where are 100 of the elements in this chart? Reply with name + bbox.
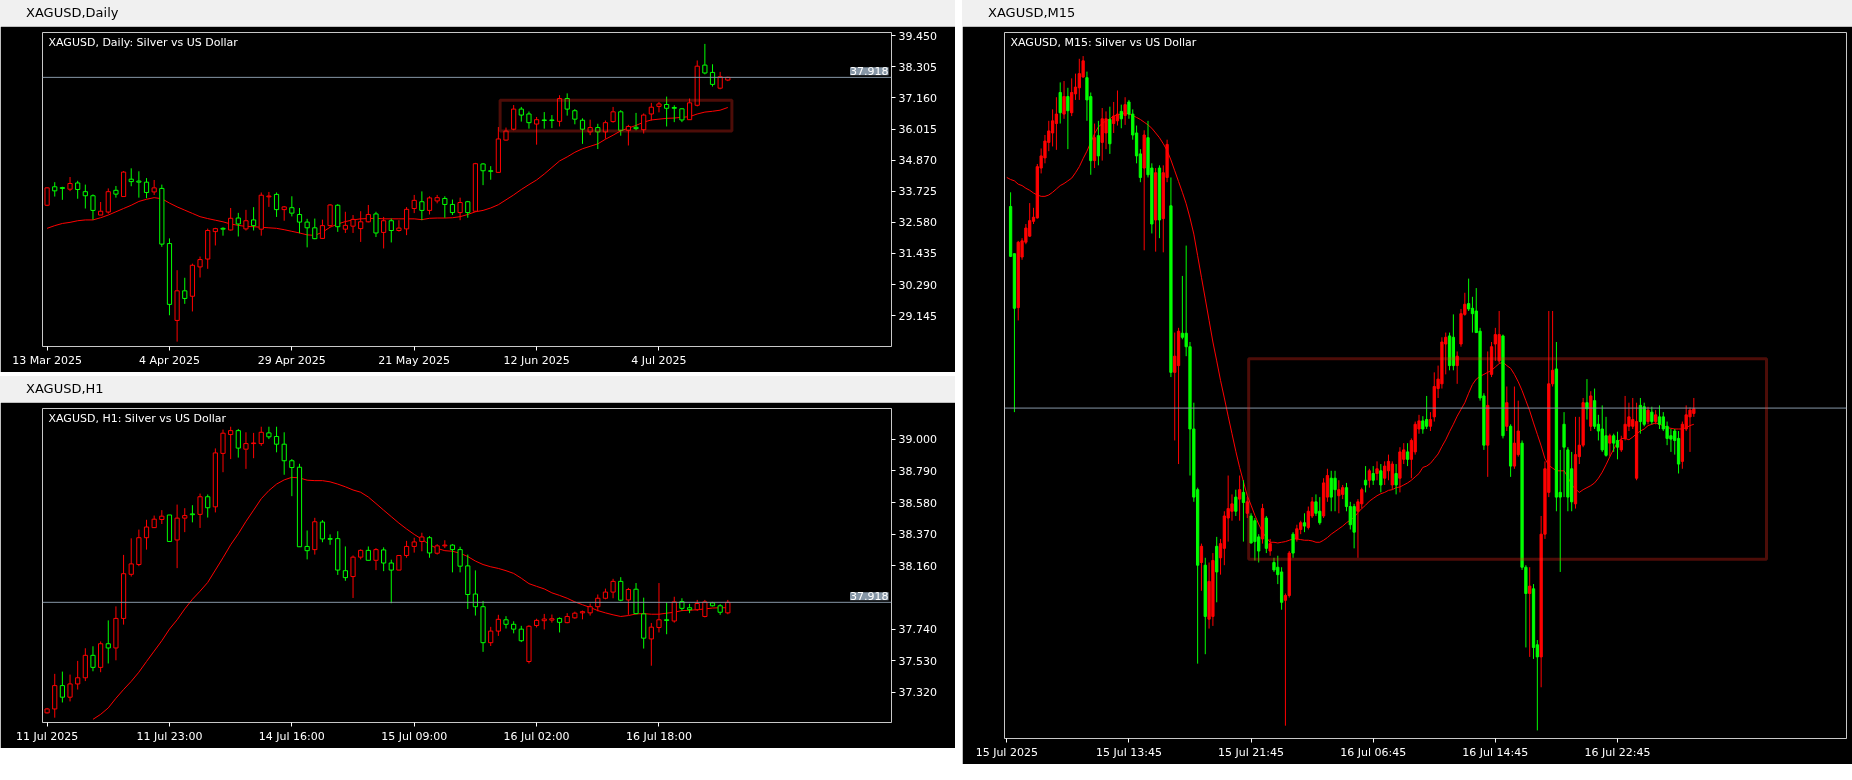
x-tick-label: 21 May 2025 <box>378 353 451 367</box>
y-tick-label: 38.305 <box>898 60 937 74</box>
candlestick <box>1050 108 1055 147</box>
y-tick-label: 37.530 <box>898 654 937 668</box>
candlestick <box>1096 120 1101 166</box>
candlestick <box>1234 489 1238 517</box>
candlestick <box>1333 470 1337 512</box>
candlestick <box>426 195 433 215</box>
candlestick <box>1505 386 1509 432</box>
candlestick <box>602 120 609 140</box>
candlestick <box>243 431 249 470</box>
candlestick <box>511 104 517 131</box>
y-tick-label: 38.790 <box>898 465 937 478</box>
candlestick <box>273 426 280 453</box>
candlestick <box>1104 110 1108 150</box>
candlestick <box>197 256 203 279</box>
chart-title: XAGUSD,H1 <box>26 380 104 398</box>
candlestick <box>304 529 310 560</box>
candlestick <box>549 114 555 129</box>
candlestick <box>1123 96 1127 126</box>
candlestick <box>411 194 417 214</box>
candlestick <box>82 647 88 682</box>
candlestick <box>1092 123 1097 169</box>
candlestick <box>656 582 662 633</box>
y-tick-label: 29.145 <box>898 309 937 323</box>
candlestick <box>1405 442 1410 467</box>
candlestick <box>625 124 631 146</box>
x-tick-label: 15 Jul 13:45 <box>1095 745 1162 759</box>
candlestick <box>564 92 570 117</box>
candlestick <box>197 493 203 529</box>
candlestick <box>381 546 387 572</box>
candlestick <box>449 543 456 573</box>
chart-subtitle: XAGUSD, H1: Silver vs US Dollar <box>48 411 227 425</box>
candlestick <box>373 547 379 571</box>
x-tick-label: 29 Apr 2025 <box>257 353 326 367</box>
candlestick <box>648 622 654 667</box>
candlestick <box>556 94 563 127</box>
candlestick <box>1470 296 1475 334</box>
candlestick <box>59 671 65 703</box>
candlestick <box>625 587 631 616</box>
chart-title: XAGUSD,Daily <box>26 4 119 22</box>
x-tick-label: 4 Apr 2025 <box>138 353 200 367</box>
candlestick <box>342 545 348 582</box>
y-tick-label: 32.580 <box>898 216 937 230</box>
candlestick <box>251 206 257 232</box>
candlestick <box>251 432 257 459</box>
x-tick-label: 15 Jul 2025 <box>975 745 1038 759</box>
candlestick <box>90 193 96 221</box>
candlestick <box>52 673 58 719</box>
y-tick-label: 38.370 <box>898 528 937 542</box>
y-tick-label: 38.580 <box>898 496 937 510</box>
y-tick-label: 39.450 <box>898 29 937 43</box>
candlestick <box>1291 531 1295 559</box>
candlestick <box>113 185 119 199</box>
candlestick <box>656 101 662 113</box>
candlestick <box>1600 404 1604 453</box>
candlestick <box>1379 463 1383 493</box>
candlestick <box>1455 350 1459 385</box>
chart-subtitle: XAGUSD, M15: Silver vs US Dollar <box>1010 35 1197 49</box>
candlestick <box>182 507 188 533</box>
candlestick <box>618 576 624 602</box>
candlestick <box>182 277 188 305</box>
x-tick-label: 16 Jul 06:45 <box>1340 745 1407 759</box>
candlestick <box>480 162 486 186</box>
candlestick <box>136 170 142 199</box>
candlestick <box>296 207 303 234</box>
y-tick-label: 36.015 <box>898 123 937 137</box>
x-tick-label: 16 Jul 18:00 <box>626 729 692 743</box>
y-tick-label: 38.160 <box>898 559 937 573</box>
x-tick-label: 16 Jul 22:45 <box>1584 745 1651 759</box>
candlestick <box>664 601 670 635</box>
candlestick <box>266 191 272 208</box>
candlestick <box>1466 278 1471 312</box>
candlestick <box>579 117 586 145</box>
candlestick <box>105 187 111 215</box>
candlestick <box>1199 543 1204 592</box>
candlestick <box>1692 397 1696 418</box>
candlestick <box>220 429 226 473</box>
candlestick <box>273 191 280 218</box>
candlestick <box>534 116 540 146</box>
ref-line-label: 37.918 <box>850 65 889 79</box>
candlestick <box>709 63 716 88</box>
candlestick <box>1608 433 1612 458</box>
candlestick <box>373 211 379 238</box>
candlestick <box>98 640 104 673</box>
candlestick <box>174 504 180 569</box>
candlestick <box>235 428 241 459</box>
candlestick <box>128 537 134 578</box>
candlestick <box>641 112 647 135</box>
x-tick-label: 16 Jul 02:00 <box>503 729 570 743</box>
ref-line-label: 37.918 <box>850 590 889 604</box>
candlestick <box>1367 468 1372 489</box>
candlestick <box>1066 87 1070 150</box>
candlestick <box>1337 479 1341 514</box>
y-tick-label: 33.725 <box>898 185 937 199</box>
candlestick <box>281 431 287 476</box>
candlestick <box>228 426 234 460</box>
candlestick <box>472 569 479 617</box>
candlestick <box>388 218 394 243</box>
candlestick <box>1237 475 1242 522</box>
